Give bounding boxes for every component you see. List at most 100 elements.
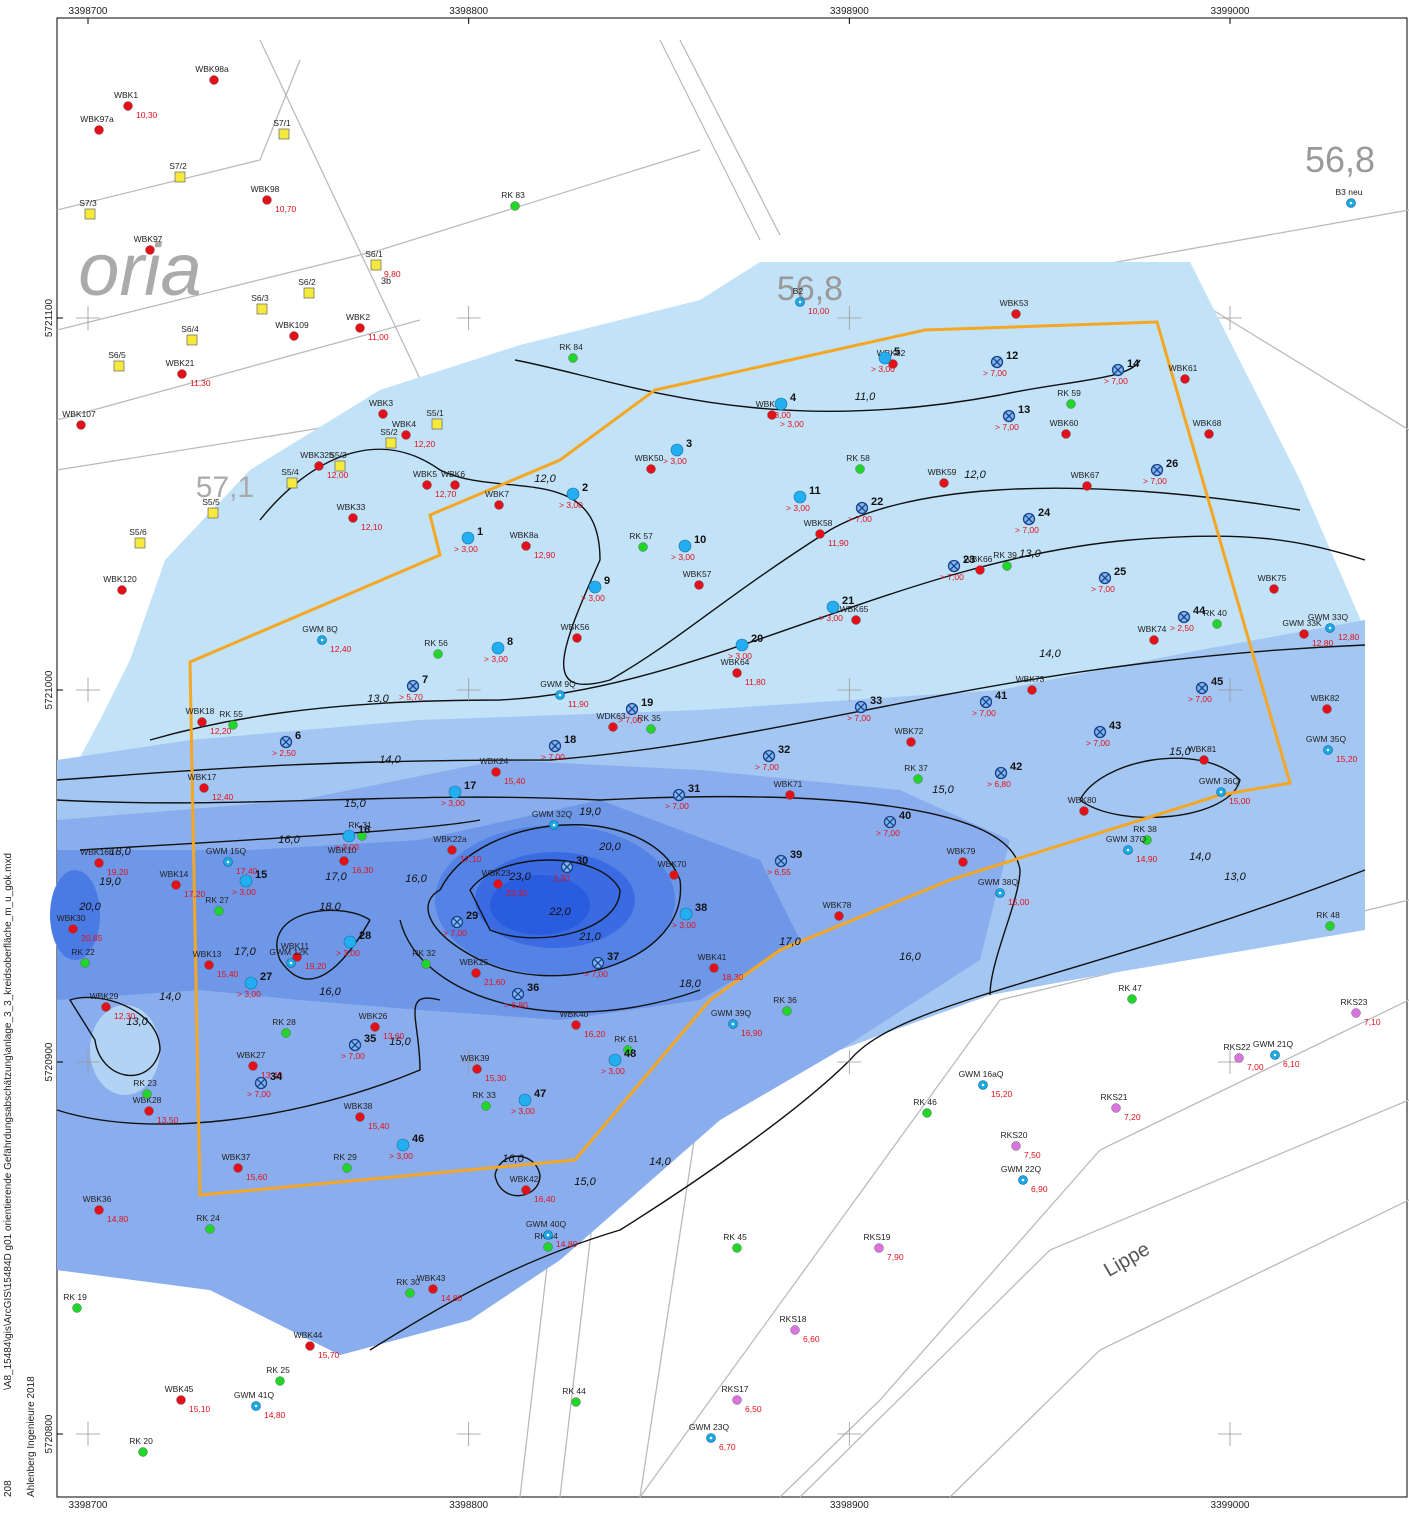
point-name: WBK67 <box>1071 470 1100 480</box>
site-value: > 5,70 <box>399 692 423 702</box>
marker <box>339 856 349 866</box>
marker <box>1322 704 1332 714</box>
marker <box>939 478 949 488</box>
point-name: RKS23 <box>1341 997 1368 1007</box>
marker <box>378 409 388 419</box>
marker <box>572 633 582 643</box>
point-name: GWM 40Q <box>526 1219 567 1229</box>
site-number: 41 <box>995 690 1007 702</box>
point-value: 15,20 <box>1336 754 1358 764</box>
point-name: S6/5 <box>108 350 126 360</box>
marker <box>248 1061 258 1071</box>
site-number: 32 <box>778 744 790 756</box>
point-name: RK 56 <box>424 638 448 648</box>
point-name: GWM 33K <box>1282 618 1322 628</box>
marker <box>138 1447 148 1457</box>
marker <box>447 845 457 855</box>
site-cross <box>593 958 603 968</box>
point-name: WBK11 <box>281 941 309 951</box>
point-value: 15,60 <box>246 1172 268 1182</box>
site-value: > 7,00 <box>983 368 1007 378</box>
site-value: > 7,00 <box>247 1089 271 1099</box>
point-name: GWM 33Q <box>1308 612 1349 622</box>
site-number: 1 <box>477 526 483 538</box>
marker <box>355 1112 365 1122</box>
marker <box>431 418 443 430</box>
point-name: WBK24 <box>480 756 509 766</box>
site-value: > 2,50 <box>272 748 296 758</box>
contour-label: 15,0 <box>344 798 366 810</box>
contour-label: 12,0 <box>534 473 556 485</box>
site-number: 16 <box>358 824 370 836</box>
point-value: 7,10 <box>1364 1017 1381 1027</box>
map-label: oria <box>78 228 201 311</box>
surface <box>50 262 1365 1355</box>
point-value: 13,40 <box>261 1070 283 1080</box>
site-marker <box>491 641 505 655</box>
marker <box>207 507 219 519</box>
site-number: 9 <box>604 575 610 587</box>
site-marker <box>396 1138 410 1152</box>
site-value: > 7,00 <box>1188 694 1212 704</box>
point-name: WBK38 <box>344 1101 373 1111</box>
marker-center <box>998 891 1002 895</box>
point-value: 10,30 <box>136 110 158 120</box>
point-value: 15,20 <box>991 1089 1013 1099</box>
x-tick-label: 3399000 <box>1211 1500 1250 1511</box>
site-marker <box>678 539 692 553</box>
contour-label: 13,0 <box>126 1016 148 1028</box>
point-name: GWM 32Q <box>532 809 573 819</box>
site-value: > 3,00 <box>672 920 696 930</box>
site-value: > 3,00 <box>581 593 605 603</box>
marker <box>405 1288 415 1298</box>
grid-cross <box>1218 678 1243 702</box>
marker <box>568 353 578 363</box>
grid-cross <box>456 678 481 702</box>
site-cross <box>1152 465 1162 475</box>
contour-label: 11,0 <box>855 391 876 403</box>
marker <box>144 1106 154 1116</box>
site-number: 42 <box>1010 761 1022 773</box>
marker <box>709 963 719 973</box>
marker <box>1204 429 1214 439</box>
point-name: WBK75 <box>1258 573 1287 583</box>
site-number: 43 <box>1109 720 1121 732</box>
point-name: B3 neu <box>1336 187 1363 197</box>
marker <box>177 369 187 379</box>
marker <box>491 767 501 777</box>
site-value: > 3,00 <box>484 654 508 664</box>
marker <box>815 529 825 539</box>
point-value: 16,30 <box>352 865 374 875</box>
point-name: S5/4 <box>281 467 299 477</box>
point-name: WBK79 <box>947 846 976 856</box>
marker <box>262 195 272 205</box>
contour-label: 12,0 <box>964 469 986 481</box>
marker <box>913 774 923 784</box>
site-number: 34 <box>270 1071 283 1083</box>
point-name: WBK68 <box>1193 418 1222 428</box>
point-name: WBK18 <box>186 706 215 716</box>
site-value: > 7,00 <box>443 928 467 938</box>
site-number: 39 <box>790 849 802 861</box>
site-marker <box>342 829 356 843</box>
marker <box>422 480 432 490</box>
site-number: 8 <box>507 636 513 648</box>
point-name: GWM 39Q <box>711 1008 752 1018</box>
marker <box>906 737 916 747</box>
marker <box>855 464 865 474</box>
site-boundary <box>188 320 1292 1197</box>
point-name: S5/2 <box>380 427 398 437</box>
site-number: 2 <box>582 482 588 494</box>
side-text: 208 <box>3 1480 14 1497</box>
marker-center <box>798 300 802 304</box>
point-name: WBK44 <box>294 1330 323 1340</box>
site-value: > 3,00 <box>454 544 478 554</box>
marker <box>303 287 315 299</box>
marker <box>428 1284 438 1294</box>
point-value: 13,60 <box>383 1031 405 1041</box>
marker <box>72 1303 82 1313</box>
point-name: RK 23 <box>133 1078 157 1088</box>
contour-label: 22,0 <box>548 906 571 918</box>
marker <box>694 580 704 590</box>
point-value: 12,70 <box>435 489 457 499</box>
